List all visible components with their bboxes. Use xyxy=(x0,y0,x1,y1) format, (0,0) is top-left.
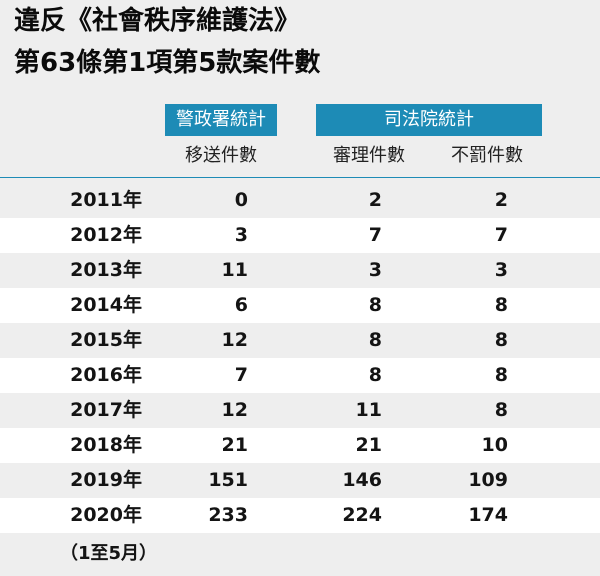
column-header-tried: 審理件數 xyxy=(333,145,405,166)
not-penalized-count-cell: 8 xyxy=(494,329,508,351)
tried-count-cell: 224 xyxy=(342,504,382,526)
tried-count-cell: 2 xyxy=(368,189,382,211)
tried-count-cell: 8 xyxy=(368,364,382,386)
year-cell: 2017年 xyxy=(70,399,142,421)
year-cell: 2020年 xyxy=(70,504,142,526)
year-cell: 2016年 xyxy=(70,364,142,386)
tried-count-cell: 21 xyxy=(355,434,382,456)
year-cell: 2018年 xyxy=(70,434,142,456)
table-row: 2011年 0 2 2 xyxy=(0,183,600,218)
header-divider xyxy=(0,177,600,178)
referred-count-cell: 12 xyxy=(221,329,248,351)
tried-count-cell: 8 xyxy=(368,294,382,316)
table-row: 2018年 21 21 10 xyxy=(0,428,600,463)
not-penalized-count-cell: 10 xyxy=(481,434,508,456)
referred-count-cell: 12 xyxy=(221,399,248,421)
year-footnote: （1至5月） xyxy=(60,543,158,564)
referred-count-cell: 0 xyxy=(234,189,248,211)
referred-count-cell: 151 xyxy=(208,469,248,491)
not-penalized-count-cell: 7 xyxy=(494,224,508,246)
not-penalized-count-cell: 174 xyxy=(468,504,508,526)
referred-count-cell: 3 xyxy=(234,224,248,246)
table-row: 2015年 12 8 8 xyxy=(0,323,600,358)
not-penalized-count-cell: 8 xyxy=(494,294,508,316)
not-penalized-count-cell: 109 xyxy=(468,469,508,491)
referred-count-cell: 7 xyxy=(234,364,248,386)
page-title-line2: 第63條第1項第5款案件數 xyxy=(14,48,321,78)
year-cell: 2012年 xyxy=(70,224,142,246)
not-penalized-count-cell: 8 xyxy=(494,364,508,386)
judicial-stats-header: 司法院統計 xyxy=(316,104,542,136)
not-penalized-count-cell: 3 xyxy=(494,259,508,281)
column-header-not-penalized: 不罰件數 xyxy=(451,145,523,166)
data-table-body: 2011年 0 2 2 2012年 3 7 7 2013年 11 3 3 2014年 6 8 8 2015年 12… xyxy=(0,183,600,533)
column-header-referred: 移送件數 xyxy=(185,145,257,166)
tried-count-cell: 7 xyxy=(368,224,382,246)
tried-count-cell: 8 xyxy=(368,329,382,351)
referred-count-cell: 6 xyxy=(234,294,248,316)
table-row: 2012年 3 7 7 xyxy=(0,218,600,253)
table-row: 2020年 233 224 174 xyxy=(0,498,600,533)
table-row: 2017年 12 11 8 xyxy=(0,393,600,428)
table-row: 2019年 151 146 109 xyxy=(0,463,600,498)
tried-count-cell: 146 xyxy=(342,469,382,491)
year-cell: 2014年 xyxy=(70,294,142,316)
referred-count-cell: 11 xyxy=(221,259,248,281)
year-cell: 2015年 xyxy=(70,329,142,351)
tried-count-cell: 11 xyxy=(355,399,382,421)
tried-count-cell: 3 xyxy=(368,259,382,281)
page-title-line1: 違反《社會秩序維護法》 xyxy=(14,6,301,36)
not-penalized-count-cell: 2 xyxy=(494,189,508,211)
table-row: 2013年 11 3 3 xyxy=(0,253,600,288)
not-penalized-count-cell: 8 xyxy=(494,399,508,421)
table-row: 2016年 7 8 8 xyxy=(0,358,600,393)
year-cell: 2011年 xyxy=(70,189,142,211)
referred-count-cell: 233 xyxy=(208,504,248,526)
referred-count-cell: 21 xyxy=(221,434,248,456)
police-stats-header: 警政署統計 xyxy=(165,104,277,136)
year-cell: 2019年 xyxy=(70,469,142,491)
table-row: 2014年 6 8 8 xyxy=(0,288,600,323)
year-cell: 2013年 xyxy=(70,259,142,281)
